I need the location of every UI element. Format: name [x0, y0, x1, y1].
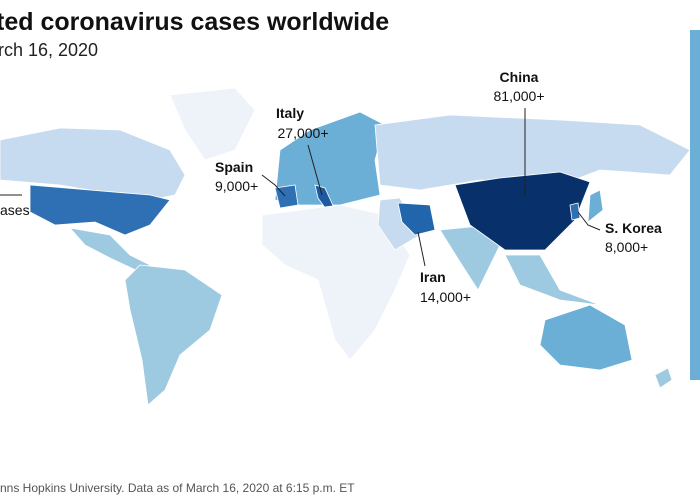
- africa: [261, 204, 411, 361]
- count-label: 8,000+: [605, 239, 648, 255]
- country-label: China: [500, 69, 539, 85]
- japan: [587, 189, 604, 223]
- antarctica: [99, 431, 691, 471]
- iran: [397, 202, 436, 236]
- greenland: [169, 87, 256, 161]
- canada: [0, 127, 186, 201]
- count-label: 81,000+: [494, 88, 545, 104]
- south-korea: [569, 202, 581, 221]
- russia: [374, 114, 691, 191]
- country-label: Spain: [215, 159, 253, 175]
- subtitle: rch 16, 2020: [0, 40, 98, 60]
- source-note: nns Hopkins University. Data as of March…: [0, 481, 355, 495]
- title: ted coronavirus cases worldwide: [0, 8, 389, 36]
- southeast-asia: [504, 254, 601, 306]
- country-label: Iran: [420, 269, 446, 285]
- china: [454, 171, 591, 251]
- country-label: Italy: [276, 105, 304, 121]
- country-label: S. Korea: [605, 220, 662, 236]
- count-label: 9,000+: [215, 178, 258, 194]
- left-label: ases: [0, 202, 30, 218]
- count-label: 14,000+: [420, 289, 471, 305]
- callout-line: [417, 231, 426, 267]
- legend-strip: [690, 30, 700, 380]
- count-label: 27,000+: [278, 125, 329, 141]
- world-map: [0, 87, 691, 471]
- callouts: ases China 81,000+ Italy 27,000+ Spain 9…: [0, 69, 662, 305]
- new-zealand: [654, 367, 673, 389]
- callout-line: [261, 174, 286, 197]
- australia: [539, 304, 633, 371]
- callout-line: [577, 211, 601, 231]
- middle-east: [377, 197, 421, 251]
- callout-line: [307, 144, 323, 196]
- usa: [29, 184, 171, 236]
- south-america: [124, 264, 223, 406]
